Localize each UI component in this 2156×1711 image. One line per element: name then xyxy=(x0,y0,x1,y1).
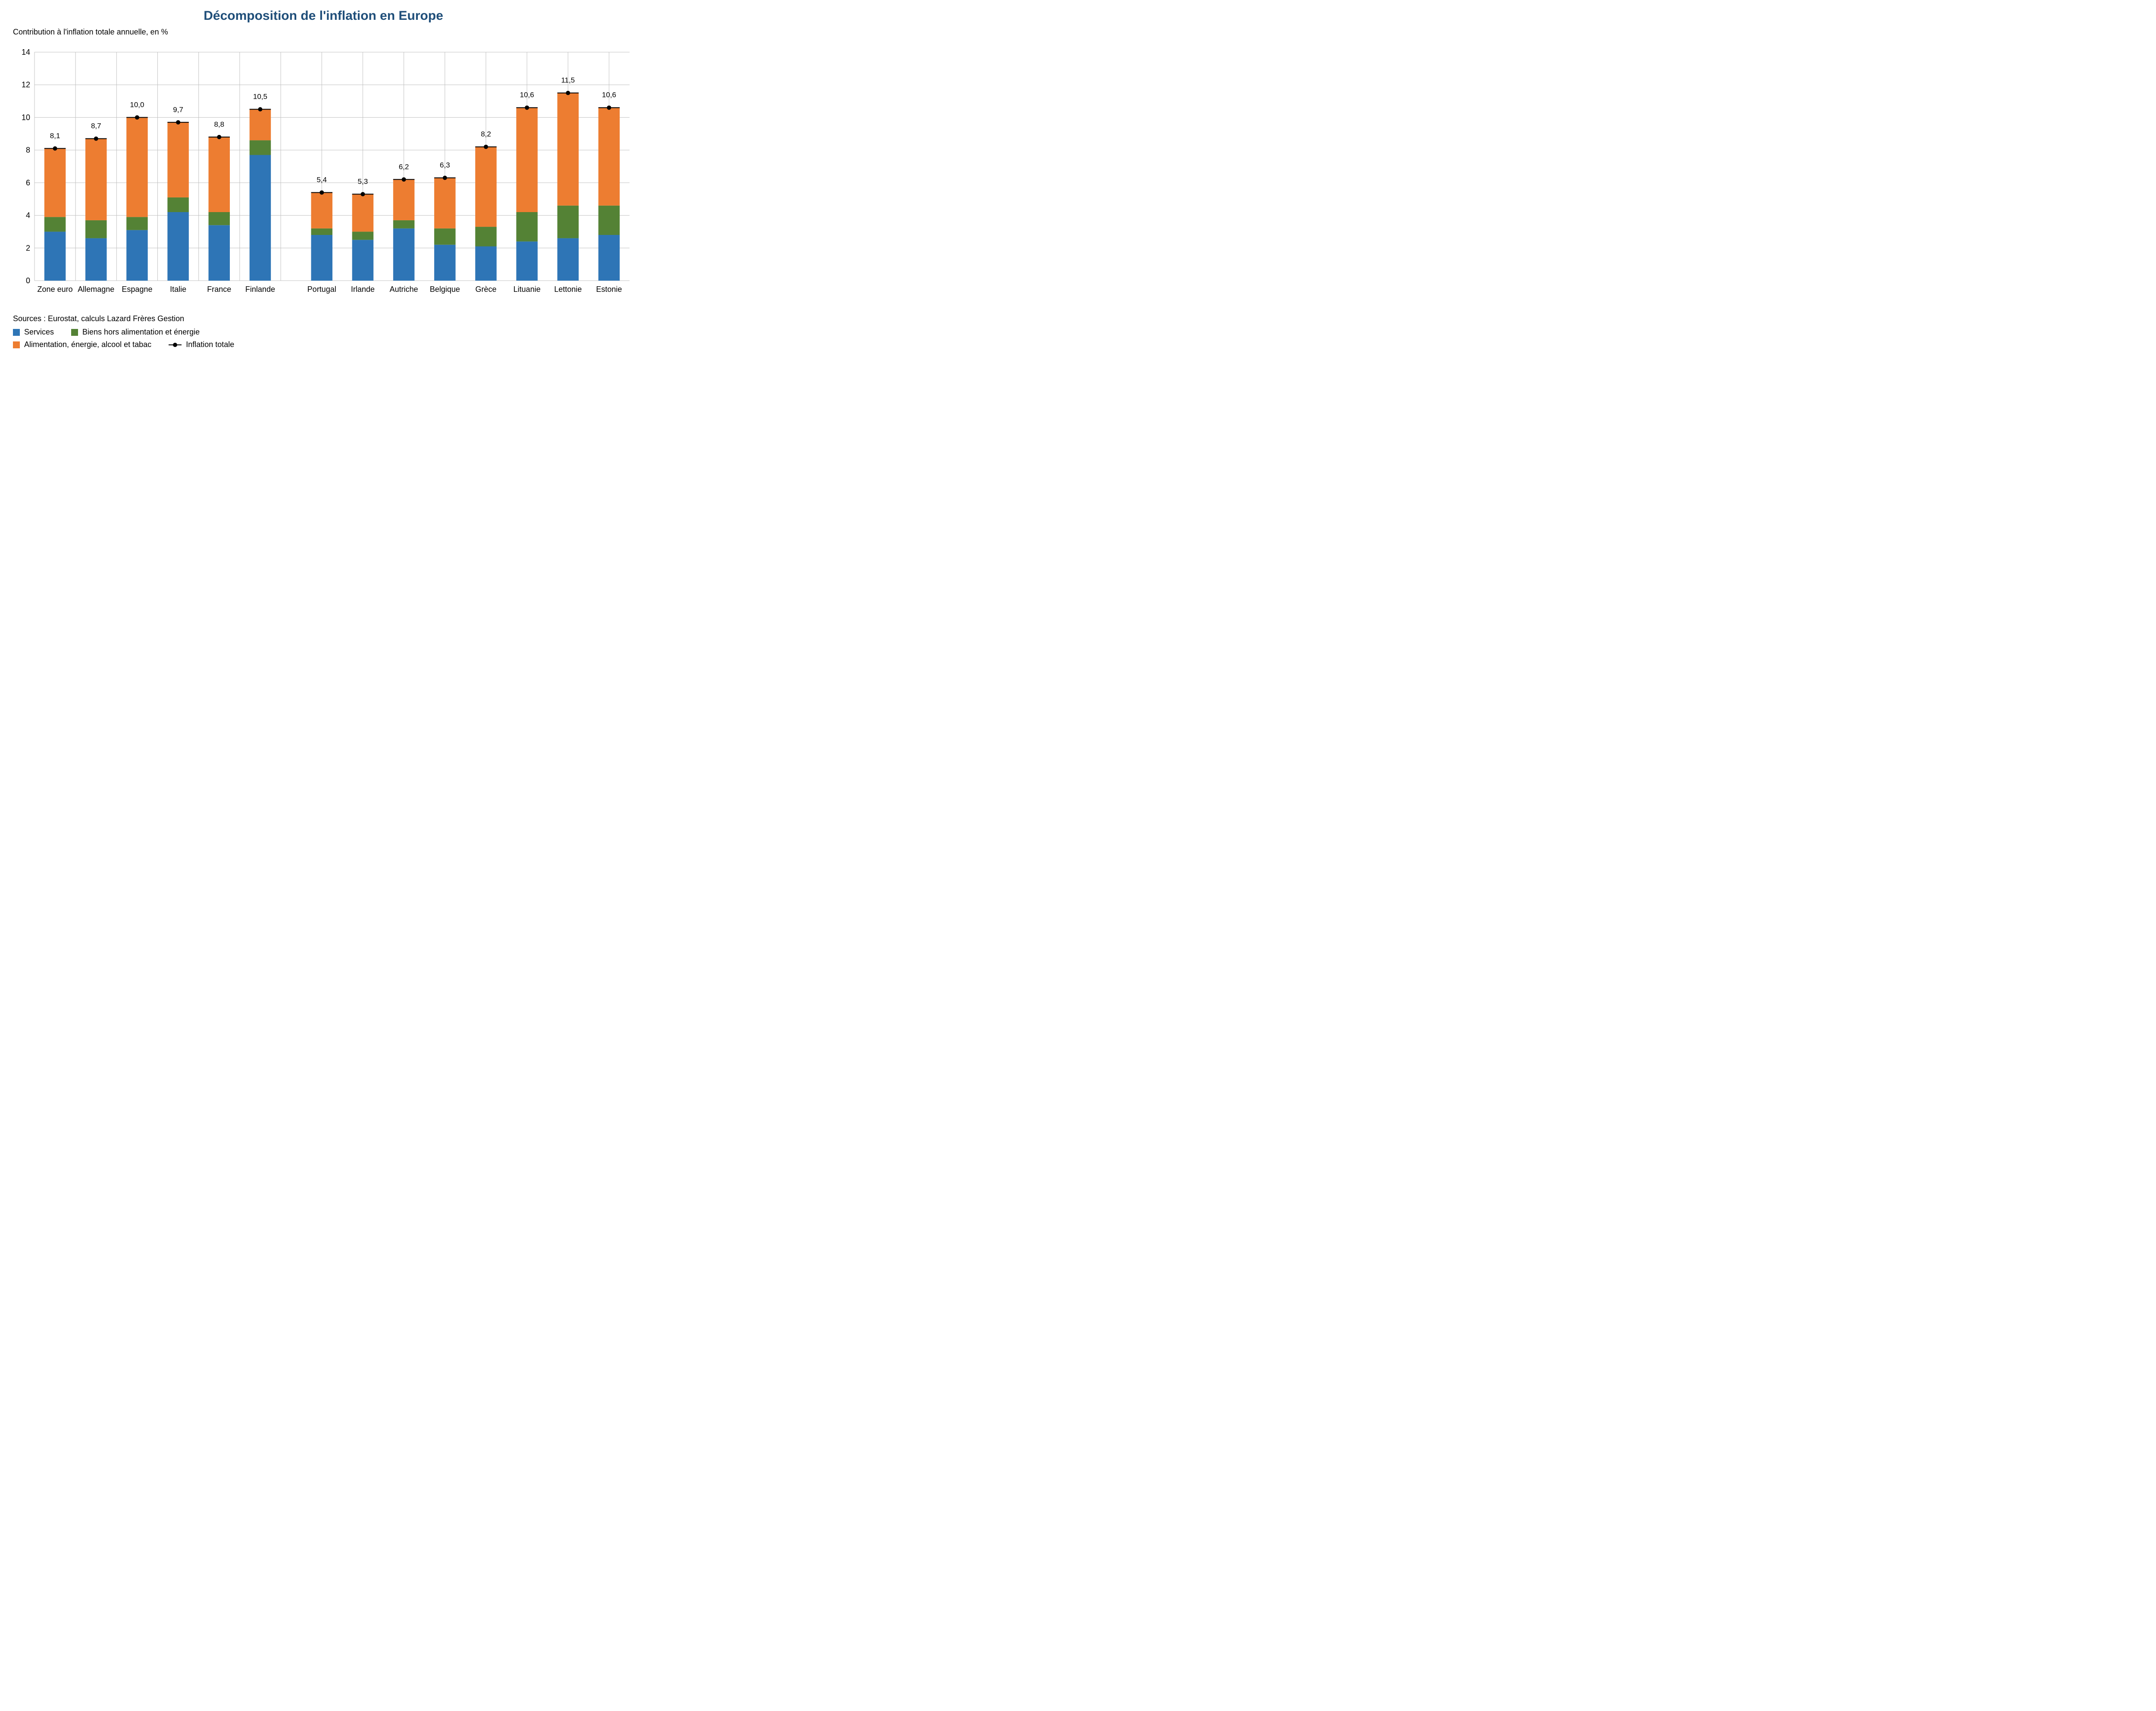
legend-marker xyxy=(169,344,182,345)
y-tick-label: 6 xyxy=(26,178,30,187)
y-tick-label: 10 xyxy=(22,113,30,122)
x-tick-label: Italie xyxy=(170,285,186,294)
legend-swatch xyxy=(13,329,20,336)
legend-label: Alimentation, énergie, alcool et tabac xyxy=(24,340,151,349)
x-tick-label: Lituanie xyxy=(514,285,541,294)
x-tick-label: Grèce xyxy=(475,285,496,294)
legend: Services Biens hors alimentation et énerg… xyxy=(13,328,634,353)
x-tick-label: Lettonie xyxy=(554,285,582,294)
x-tick-label: Estonie xyxy=(596,285,622,294)
bar-total-label: 8,2 xyxy=(481,130,491,138)
x-tick-label: France xyxy=(207,285,231,294)
y-tick-label: 4 xyxy=(26,211,30,220)
legend-swatch xyxy=(71,329,78,336)
bar-total-label: 8,1 xyxy=(50,131,60,140)
x-tick-label: Allemagne xyxy=(78,285,114,294)
x-tick-label: Belgique xyxy=(430,285,460,294)
bar-total-label: 5,4 xyxy=(317,176,327,184)
y-tick-label: 14 xyxy=(22,48,30,56)
legend-swatch xyxy=(13,341,20,348)
legend-item: Services xyxy=(13,328,54,337)
legend-item: Inflation totale xyxy=(169,340,234,349)
legend-label: Biens hors alimentation et énergie xyxy=(82,328,200,337)
legend-label: Inflation totale xyxy=(186,340,234,349)
y-tick-label: 12 xyxy=(22,81,30,89)
bar-total-label: 10,6 xyxy=(602,91,616,99)
y-tick-label: 0 xyxy=(26,276,30,285)
bar-total-label: 5,3 xyxy=(358,177,368,185)
x-tick-label: Portugal xyxy=(307,285,336,294)
plot-area: 0 2 4 6 8 10 12 14 8,1 Zone euro 8,7 Allemagne 10,0 E… xyxy=(13,39,634,307)
legend-item: Biens hors alimentation et énergie xyxy=(71,328,200,337)
bar-total-label: 6,2 xyxy=(399,163,409,171)
bar-total-label: 8,7 xyxy=(91,122,101,130)
sources-text: Sources : Eurostat, calculs Lazard Frère… xyxy=(13,314,634,323)
x-tick-label: Zone euro xyxy=(38,285,73,294)
legend-label: Services xyxy=(24,328,54,337)
x-tick-label: Irlande xyxy=(351,285,375,294)
bar-total-label: 10,6 xyxy=(520,91,534,99)
bar-total-label: 9,7 xyxy=(173,106,183,114)
bar-total-label: 8,8 xyxy=(214,120,224,128)
chart-title: Décomposition de l'inflation en Europe xyxy=(13,9,634,23)
bar-total-label: 11,5 xyxy=(561,76,575,84)
bar-total-label: 6,3 xyxy=(440,161,450,169)
y-tick-label: 8 xyxy=(26,146,30,154)
bar-total-label: 10,5 xyxy=(253,93,267,101)
legend-item: Alimentation, énergie, alcool et tabac xyxy=(13,340,151,349)
x-tick-label: Finlande xyxy=(245,285,275,294)
bar-total-label: 10,0 xyxy=(130,100,144,109)
chart-subtitle: Contribution à l'inflation totale annuel… xyxy=(13,28,634,37)
y-tick-label: 2 xyxy=(26,244,30,252)
chart-svg: 0 2 4 6 8 10 12 14 8,1 Zone euro 8,7 Allemagne 10,0 E… xyxy=(13,39,634,307)
x-tick-label: Autriche xyxy=(390,285,418,294)
chart-container: Décomposition de l'inflation en Europe C… xyxy=(0,0,647,366)
x-tick-label: Espagne xyxy=(122,285,152,294)
